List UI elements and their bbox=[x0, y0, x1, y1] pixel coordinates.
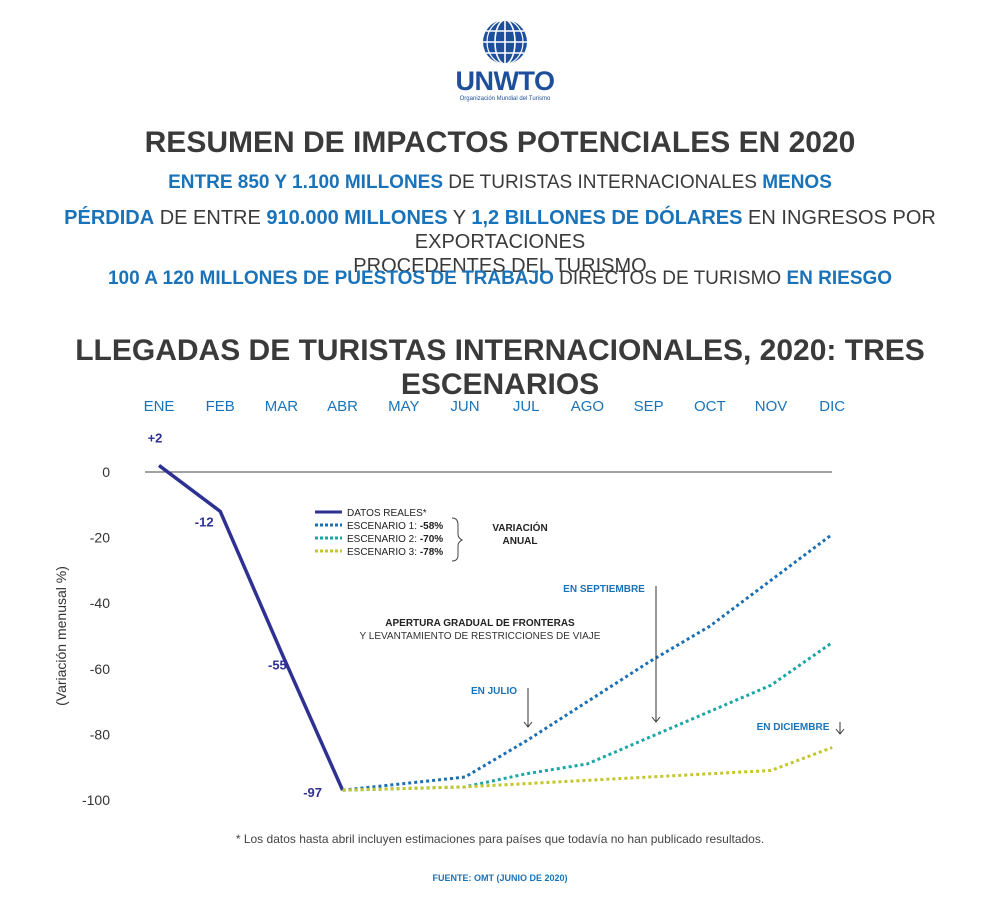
summary-line-tourists: ENTRE 850 Y 1.100 MILLONES DE TURISTAS I… bbox=[0, 171, 1000, 195]
y-axis-label: (Variación menusal %) bbox=[53, 566, 69, 706]
logo-subtitle: Organización Mundial del Turismo bbox=[459, 96, 551, 102]
x-tick-label: SEP bbox=[633, 398, 664, 415]
annotation-september: EN SEPTIEMBRE bbox=[563, 584, 645, 595]
globe-icon bbox=[483, 19, 527, 65]
arrow-december-head bbox=[835, 728, 845, 735]
jobs-text: DIRECTOS DE TURISMO bbox=[553, 268, 787, 289]
y-tick-label: -20 bbox=[90, 530, 110, 546]
tourists-less: MENOS bbox=[762, 172, 832, 193]
legend-label: ESCENARIO 1: -58% bbox=[347, 521, 443, 532]
x-tick-label: MAR bbox=[264, 398, 299, 415]
y-tick-label: -60 bbox=[90, 661, 110, 677]
arrow-september-head bbox=[651, 716, 661, 723]
loss-word: PÉRDIDA bbox=[64, 207, 155, 229]
series-line-1 bbox=[157, 464, 345, 791]
jobs-risk: EN RIESGO bbox=[786, 268, 893, 289]
summary-title: RESUMEN DE IMPACTOS POTENCIALES EN 2020 bbox=[144, 126, 856, 159]
y-tick-label: 0 bbox=[102, 464, 110, 480]
x-tick-label: ABR bbox=[327, 398, 359, 415]
revenue-low: 910.000 MILLONES bbox=[266, 207, 448, 229]
series-line-4 bbox=[342, 746, 833, 792]
tourists-text: DE TURISTAS INTERNACIONALES bbox=[443, 172, 763, 193]
legend-label: ESCENARIO 3: -78% bbox=[347, 547, 443, 558]
series-line-3 bbox=[342, 641, 834, 792]
revenue-text-1: DE ENTRE bbox=[154, 207, 267, 229]
legend-label: DATOS REALES* bbox=[347, 508, 427, 519]
revenue-text-2: Y bbox=[447, 207, 472, 229]
arrow-july-head bbox=[523, 721, 533, 728]
source-note: FUENTE: OMT (JUNIO DE 2020) bbox=[432, 873, 568, 883]
x-tick-label: FEB bbox=[205, 398, 235, 415]
x-tick-label: DIC bbox=[819, 398, 846, 415]
revenue-text-3: EN INGRESOS POR EXPORTACIONES bbox=[414, 207, 936, 253]
data-label: -97 bbox=[303, 785, 322, 800]
x-tick-label: NOV bbox=[754, 398, 788, 415]
annotation-subtitle: Y LEVANTAMIENTO DE RESTRICCIONES DE VIAJ… bbox=[360, 631, 601, 642]
y-tick-label: -40 bbox=[90, 595, 110, 611]
line-chart: 0 -20 -40 -60 -80 -100 (Variación menusal %) +… bbox=[53, 430, 845, 808]
logo-wordmark: UNWTO bbox=[455, 66, 556, 96]
x-tick-label: JUL bbox=[512, 398, 540, 415]
x-tick-label: OCT bbox=[693, 398, 726, 415]
y-tick-label: -80 bbox=[90, 726, 110, 742]
data-label: -55 bbox=[268, 657, 287, 672]
annotation-title: APERTURA GRADUAL DE FRONTERAS bbox=[385, 618, 575, 629]
data-label: +2 bbox=[148, 430, 163, 445]
jobs-range: 100 A 120 MILLONES DE PUESTOS DE TRABAJO bbox=[107, 268, 554, 289]
x-tick-label: ENE bbox=[143, 398, 175, 415]
revenue-text-4: PROCEDENTES DEL TURISMO bbox=[353, 255, 647, 277]
revenue-high: 1,2 BILLONES DE DÓLARES bbox=[471, 207, 743, 229]
series-line-2 bbox=[342, 533, 834, 792]
chart-title: LLEGADAS DE TURISTAS INTERNACIONALES, 20… bbox=[75, 334, 925, 401]
x-tick-label: JUN bbox=[450, 398, 480, 415]
legend-label: ESCENARIO 2: -70% bbox=[347, 534, 443, 545]
tourists-range: ENTRE 850 Y 1.100 MILLONES bbox=[168, 172, 444, 193]
footnote: * Los datos hasta abril incluyen estimac… bbox=[235, 832, 765, 846]
unwto-logo: UNWTO Organización Mundial del Turismo bbox=[445, 18, 565, 108]
annotation-december: EN DICIEMBRE bbox=[757, 722, 830, 733]
summary-line-jobs: 100 A 120 MILLONES DE PUESTOS DE TRABAJO… bbox=[0, 267, 1000, 291]
x-tick-label: AGO bbox=[570, 398, 605, 415]
annotation-july: EN JULIO bbox=[471, 686, 517, 697]
y-tick-label: -100 bbox=[82, 792, 110, 808]
summary-line-revenue: PÉRDIDA DE ENTRE 910.000 MILLONES Y 1,2 … bbox=[0, 206, 1000, 278]
legend-brace bbox=[451, 517, 464, 562]
data-label: -12 bbox=[195, 514, 214, 529]
legend-brace-label: VARIACIÓN bbox=[492, 521, 547, 534]
x-tick-label: MAY bbox=[388, 398, 420, 415]
legend-brace-label: ANUAL bbox=[503, 536, 538, 547]
